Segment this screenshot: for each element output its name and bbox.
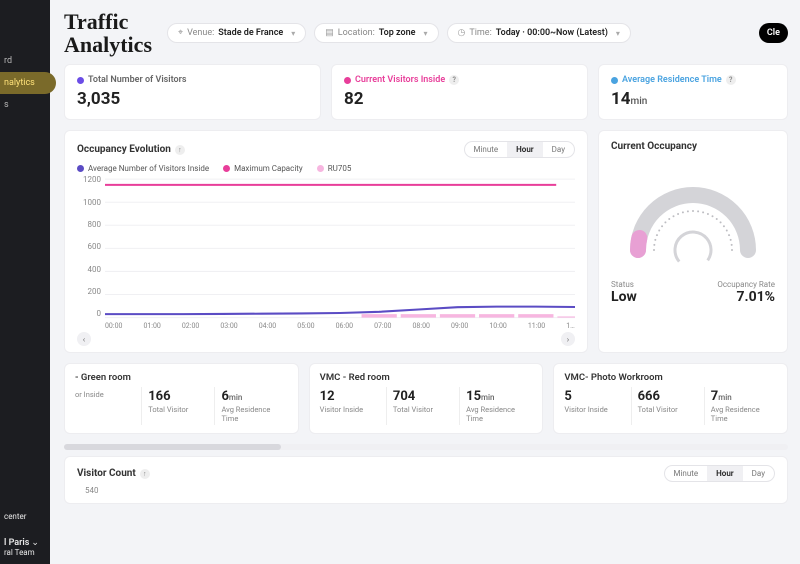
legend-avg: Average Number of Visitors Inside	[77, 164, 209, 173]
dot-icon	[223, 165, 230, 172]
room-metric: 666 Total Visitor	[631, 387, 704, 425]
room-metric: or Inside	[75, 387, 141, 425]
rooms-scrollbar[interactable]	[64, 444, 788, 450]
visitor-count-title: Visitor Count ↑	[77, 468, 150, 479]
header-bar: Traffic Analytics ⌖ Venue: Stade de Fran…	[64, 10, 788, 56]
time-filter-value: Today · 00:00~Now (Latest)	[496, 28, 608, 38]
sidebar-item-analytics[interactable]: nalytics	[0, 72, 56, 94]
dot-icon	[317, 165, 324, 172]
seg-minute[interactable]: Minute	[465, 142, 508, 157]
location-filter[interactable]: ▤ Location: Top zone ▾	[314, 23, 438, 43]
kpi-current-label: Current Visitors Inside ?	[344, 75, 575, 85]
room-card[interactable]: - Green room or Inside 166 Total Visitor…	[64, 363, 299, 434]
gauge-status-label: Status	[611, 280, 637, 289]
seg-hour[interactable]: Hour	[707, 466, 743, 481]
chart-legend: Average Number of Visitors Inside Maximu…	[77, 164, 575, 173]
help-icon[interactable]: ?	[726, 75, 736, 85]
scrollbar-thumb[interactable]	[64, 444, 281, 450]
kpi-current-value: 82	[344, 89, 575, 109]
venue-filter-label: Venue:	[187, 28, 214, 38]
location-filter-value: Top zone	[379, 28, 416, 38]
room-metric: 7min Avg Residence Time	[704, 387, 777, 425]
help-icon[interactable]: ↑	[140, 469, 150, 479]
gauge-title: Current Occupancy	[611, 141, 775, 152]
venue-filter[interactable]: ⌖ Venue: Stade de France ▾	[167, 23, 306, 43]
dot-icon	[77, 165, 84, 172]
room-title: VMC - Red room	[320, 372, 533, 383]
visitor-count-card: Visitor Count ↑ Minute Hour Day 540	[64, 456, 788, 504]
dot-icon	[344, 77, 351, 84]
occupancy-chart-card: Occupancy Evolution ↑ Minute Hour Day Av…	[64, 130, 588, 353]
main-content: Traffic Analytics ⌖ Venue: Stade de Fran…	[50, 0, 800, 564]
room-metric: 12 Visitor Inside	[320, 387, 386, 425]
gauge-chart	[611, 160, 775, 270]
gauge-rate-value: 7.01%	[717, 289, 775, 305]
seg-day[interactable]: Day	[743, 466, 774, 481]
chart-next-button[interactable]: ›	[561, 332, 575, 346]
seg-minute[interactable]: Minute	[665, 466, 708, 481]
kpi-avg-residence: Average Residence Time ? 14min	[598, 64, 788, 120]
legend-ru: RU705	[317, 164, 352, 173]
chart-body: 120010008006004002000 00:0001:0002:0003:…	[77, 175, 575, 330]
chevron-down-icon: ▾	[616, 29, 620, 38]
room-metric: 15min Avg Residence Time	[459, 387, 532, 425]
chevron-down-icon: ▾	[423, 29, 427, 38]
room-metric: 5 Visitor Inside	[564, 387, 630, 425]
page-title: Traffic Analytics	[64, 10, 159, 56]
sidebar-org-switcher[interactable]: center l Paris ⌄ ral Team	[4, 512, 39, 558]
current-occupancy-card: Current Occupancy Status Low Occupancy R…	[598, 130, 788, 353]
gauge-status-value: Low	[611, 289, 637, 305]
room-card[interactable]: VMC- Photo Workroom 5 Visitor Inside 666…	[553, 363, 788, 434]
chart-x-axis: 00:0001:0002:0003:0004:0005:0006:0007:00…	[105, 322, 575, 330]
kpi-total-value: 3,035	[77, 89, 308, 109]
rooms-row: - Green room or Inside 166 Total Visitor…	[64, 363, 788, 434]
venue-filter-value: Stade de France	[218, 28, 283, 38]
kpi-current-visitors: Current Visitors Inside ? 82	[331, 64, 588, 120]
gauge-rate-label: Occupancy Rate	[717, 280, 775, 289]
room-title: - Green room	[75, 372, 288, 383]
room-card[interactable]: VMC - Red room 12 Visitor Inside 704 Tot…	[309, 363, 544, 434]
seg-hour[interactable]: Hour	[507, 142, 543, 157]
sidebar-team-name: ral Team	[4, 548, 39, 558]
building-icon: ▤	[325, 28, 334, 38]
time-filter-label: Time:	[469, 28, 491, 38]
kpi-total-visitors: Total Number of Visitors 3,035	[64, 64, 321, 120]
kpi-total-label: Total Number of Visitors	[77, 75, 308, 85]
kpi-avg-label: Average Residence Time ?	[611, 75, 775, 85]
clock-icon: ◷	[458, 28, 466, 38]
chart-y-axis: 120010008006004002000	[77, 175, 105, 330]
chart-title: Occupancy Evolution ↑	[77, 144, 185, 155]
kpi-avg-label-text: Average Residence Time	[622, 75, 722, 85]
visitor-count-ytick: 540	[77, 486, 775, 495]
chevron-down-icon: ▾	[291, 29, 295, 38]
chart-timescale-segment[interactable]: Minute Hour Day	[464, 141, 576, 158]
sidebar-item-dashboard[interactable]: rd	[0, 50, 50, 72]
room-metric: 704 Total Visitor	[386, 387, 459, 425]
room-metric: 166 Total Visitor	[141, 387, 214, 425]
kpi-avg-value: 14min	[611, 89, 775, 109]
sidebar-item-reports[interactable]: s	[0, 94, 50, 116]
chart-prev-button[interactable]: ‹	[77, 332, 91, 346]
seg-day[interactable]: Day	[543, 142, 574, 157]
vc-timescale-segment[interactable]: Minute Hour Day	[664, 465, 776, 482]
dot-icon	[77, 77, 84, 84]
help-icon[interactable]: ↑	[175, 145, 185, 155]
kpi-row: Total Number of Visitors 3,035 Current V…	[64, 64, 788, 120]
clear-button[interactable]: Cle	[759, 23, 788, 43]
time-filter[interactable]: ◷ Time: Today · 00:00~Now (Latest) ▾	[447, 23, 631, 43]
location-filter-label: Location:	[338, 28, 375, 38]
kpi-current-label-text: Current Visitors Inside	[355, 75, 445, 85]
dot-icon	[611, 77, 618, 84]
sidebar-bottom-label: center	[4, 512, 39, 522]
pin-icon: ⌖	[178, 28, 183, 38]
chart-plot: 00:0001:0002:0003:0004:0005:0006:0007:00…	[105, 175, 575, 330]
room-metric: 6min Avg Residence Time	[214, 387, 287, 425]
legend-max: Maximum Capacity	[223, 164, 303, 173]
sidebar: rd nalytics s center l Paris ⌄ ral Team	[0, 0, 50, 564]
kpi-total-label-text: Total Number of Visitors	[88, 75, 187, 85]
chart-gauge-row: Occupancy Evolution ↑ Minute Hour Day Av…	[64, 130, 788, 353]
help-icon[interactable]: ?	[449, 75, 459, 85]
room-title: VMC- Photo Workroom	[564, 372, 777, 383]
sidebar-org-name: l Paris ⌄	[4, 538, 39, 549]
